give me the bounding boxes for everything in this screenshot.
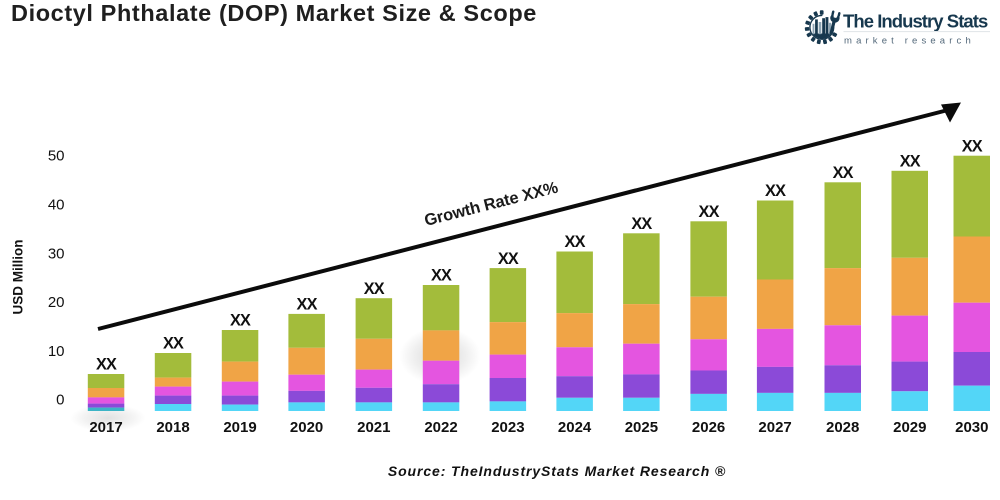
svg-text:0: 0 xyxy=(56,392,64,409)
svg-text:2024: 2024 xyxy=(558,419,592,436)
svg-text:XX: XX xyxy=(699,203,720,221)
svg-text:XX: XX xyxy=(962,137,983,155)
svg-text:XX: XX xyxy=(163,335,184,353)
svg-text:2028: 2028 xyxy=(826,419,859,436)
svg-text:The Industry Stats: The Industry Stats xyxy=(843,11,988,32)
svg-text:XX: XX xyxy=(565,233,586,251)
svg-text:20: 20 xyxy=(48,294,65,311)
svg-text:2027: 2027 xyxy=(758,419,791,436)
svg-text:XX: XX xyxy=(631,215,652,233)
svg-text:2020: 2020 xyxy=(290,419,323,436)
svg-text:40: 40 xyxy=(48,197,65,214)
svg-text:Growth Rate XX%: Growth Rate XX% xyxy=(423,178,561,229)
svg-text:2026: 2026 xyxy=(692,419,725,436)
svg-text:market research: market research xyxy=(844,36,975,47)
svg-text:XX: XX xyxy=(900,153,921,171)
svg-text:XX: XX xyxy=(230,312,251,330)
svg-text:XX: XX xyxy=(765,182,786,200)
svg-text:XX: XX xyxy=(364,280,385,298)
svg-text:2025: 2025 xyxy=(625,419,658,436)
svg-text:50: 50 xyxy=(48,148,65,165)
svg-text:XX: XX xyxy=(498,250,519,268)
svg-text:2023: 2023 xyxy=(491,419,524,436)
svg-text:XX: XX xyxy=(431,267,452,285)
svg-text:USD Million: USD Million xyxy=(11,240,26,315)
svg-text:XX: XX xyxy=(96,356,117,374)
svg-text:30: 30 xyxy=(48,245,65,262)
svg-text:10: 10 xyxy=(48,343,65,360)
svg-text:2022: 2022 xyxy=(424,419,457,436)
svg-text:XX: XX xyxy=(297,296,318,314)
svg-text:2021: 2021 xyxy=(357,419,390,436)
svg-text:2030: 2030 xyxy=(955,419,988,436)
svg-text:2017: 2017 xyxy=(89,419,122,436)
svg-text:2019: 2019 xyxy=(223,419,256,436)
svg-text:XX: XX xyxy=(833,164,854,182)
svg-text:2029: 2029 xyxy=(893,419,926,436)
svg-text:2018: 2018 xyxy=(156,419,189,436)
